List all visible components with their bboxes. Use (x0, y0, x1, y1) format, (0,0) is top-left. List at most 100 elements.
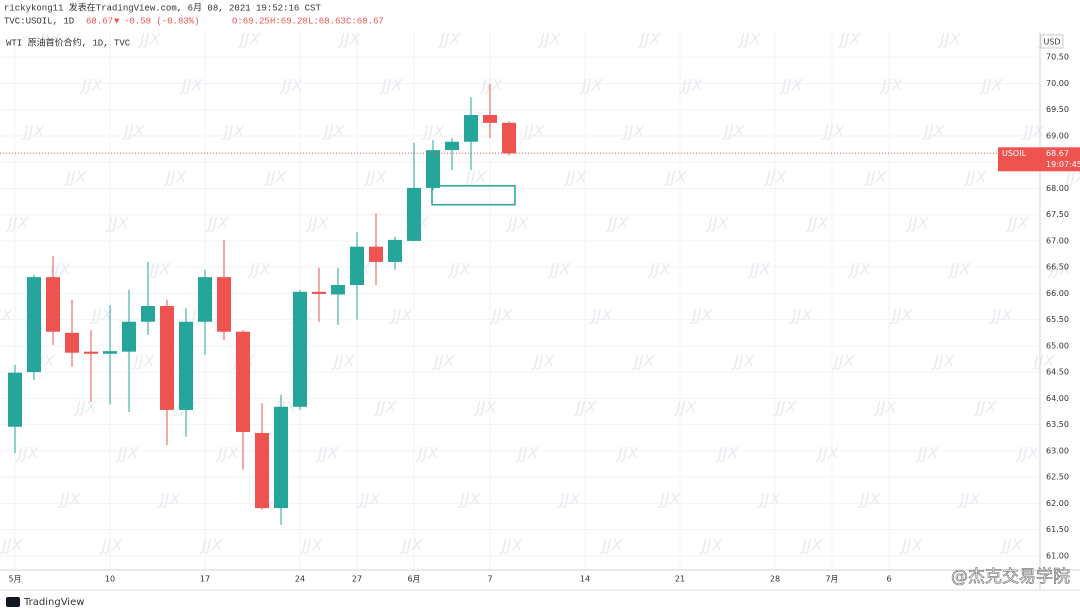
watermark: JJX (705, 214, 729, 233)
watermark: JJX (247, 260, 271, 279)
candle-body (46, 277, 60, 332)
y-tick-label: 63.00 (1046, 446, 1069, 455)
candle-body (141, 306, 155, 322)
watermark: JJX (531, 352, 555, 371)
watermark: JJX (763, 168, 787, 187)
brand: TradingView (6, 597, 84, 608)
watermark: JJX (931, 352, 955, 371)
watermark: JJX (573, 398, 597, 417)
candle-body (483, 114, 497, 123)
y-tick-label: 64.50 (1046, 368, 1069, 377)
watermark: JJX (857, 490, 881, 509)
candle-body (331, 285, 345, 295)
watermark: JJX (731, 352, 755, 371)
header-change: -0.58 (-0.83%) (124, 16, 200, 26)
y-tick-label: 62.00 (1046, 499, 1069, 508)
watermark: JJX (737, 30, 761, 49)
watermark: JJX (899, 536, 923, 555)
candle-body (426, 150, 440, 188)
watermark: JJX (605, 214, 629, 233)
watermark: JJX (79, 76, 103, 95)
watermark: JJX (1005, 214, 1029, 233)
watermark: JJX (1021, 122, 1045, 141)
x-tick-label: 21 (675, 575, 685, 584)
watermark: JJX (657, 490, 681, 509)
price-value: 68.67 (1046, 149, 1069, 158)
price-symbol: USOIL (1002, 149, 1027, 158)
watermark: JJX (221, 122, 245, 141)
watermark: JJX (1047, 260, 1071, 279)
watermark: JJX (37, 30, 61, 49)
watermark: JJX (415, 444, 439, 463)
y-tick-label: 61.00 (1046, 551, 1069, 560)
price-countdown: 19:07:45 (1046, 160, 1080, 169)
header-last: 68.67 (86, 16, 113, 26)
watermark: JJX (631, 352, 655, 371)
y-tick-label: 66.50 (1046, 263, 1069, 272)
candle-body (464, 114, 478, 142)
watermark: JJX (557, 490, 581, 509)
watermark: JJX (979, 76, 1003, 95)
x-tick-label: 28 (770, 575, 780, 584)
candle-body (445, 141, 459, 151)
watermark: JJX (1015, 444, 1039, 463)
watermark: JJX (647, 260, 671, 279)
watermark: JJX (179, 76, 203, 95)
y-tick-label: 65.50 (1046, 315, 1069, 324)
x-tick-label: 6月 (407, 575, 420, 584)
watermark: JJX (879, 76, 903, 95)
watermark: JJX (537, 30, 561, 49)
watermark: JJX (637, 30, 661, 49)
watermark: JJX (321, 122, 345, 141)
watermark: JJX (63, 168, 87, 187)
candles (0, 84, 1040, 525)
watermark: JJX (963, 168, 987, 187)
watermark: JJX (747, 260, 771, 279)
header-ohlc-item: C:68.67 (346, 16, 384, 26)
chart-title: WTI 原油首价合约, 1D, TVC (6, 36, 131, 48)
x-tick-label: 7月 (825, 575, 838, 584)
y-tick-label: 70.00 (1046, 79, 1069, 88)
watermark: JJX (21, 122, 45, 141)
watermark: JJX (147, 260, 171, 279)
watermark: JJX (389, 306, 413, 325)
watermark: JJX (1031, 352, 1055, 371)
candle-body (312, 291, 326, 294)
watermark: JJX (563, 168, 587, 187)
watermark: JJX (431, 352, 455, 371)
watermark: JJX (905, 214, 929, 233)
x-tick-label: 17 (200, 575, 210, 584)
watermark: JJX (299, 536, 323, 555)
watermark: JJX (447, 260, 471, 279)
watermark: JJX (973, 398, 997, 417)
watermark: JJX (847, 260, 871, 279)
watermark: JJX (921, 122, 945, 141)
watermark: JJX (589, 306, 613, 325)
watermark: JJX (679, 76, 703, 95)
watermark: JJX (479, 76, 503, 95)
watermark: JJX (515, 444, 539, 463)
x-tick-label: 6 (886, 575, 891, 584)
y-tick-label: 66.00 (1046, 289, 1069, 298)
watermark: JJX (937, 30, 961, 49)
watermark: JJX (831, 352, 855, 371)
watermark: JJX (399, 536, 423, 555)
y-tick-label: 62.50 (1046, 473, 1069, 482)
y-tick-label: 65.00 (1046, 341, 1069, 350)
currency-box (1040, 34, 1064, 49)
candle-body (65, 332, 79, 353)
watermark: JJX (815, 444, 839, 463)
x-tick-label: 7 (487, 575, 492, 584)
candle-body (407, 187, 421, 241)
watermark: JJX (715, 444, 739, 463)
header-ohlc-item: O:69.25 (232, 16, 270, 26)
watermark: JJX (599, 536, 623, 555)
watermark: JJX (457, 490, 481, 509)
watermark: JJX (779, 76, 803, 95)
watermark: JJX (699, 536, 723, 555)
header-arrow: ▼ (114, 16, 120, 26)
candle-body (179, 321, 193, 410)
y-tick-label: 70.50 (1046, 53, 1069, 62)
watermark: JJX (689, 306, 713, 325)
candle-body (160, 306, 174, 410)
